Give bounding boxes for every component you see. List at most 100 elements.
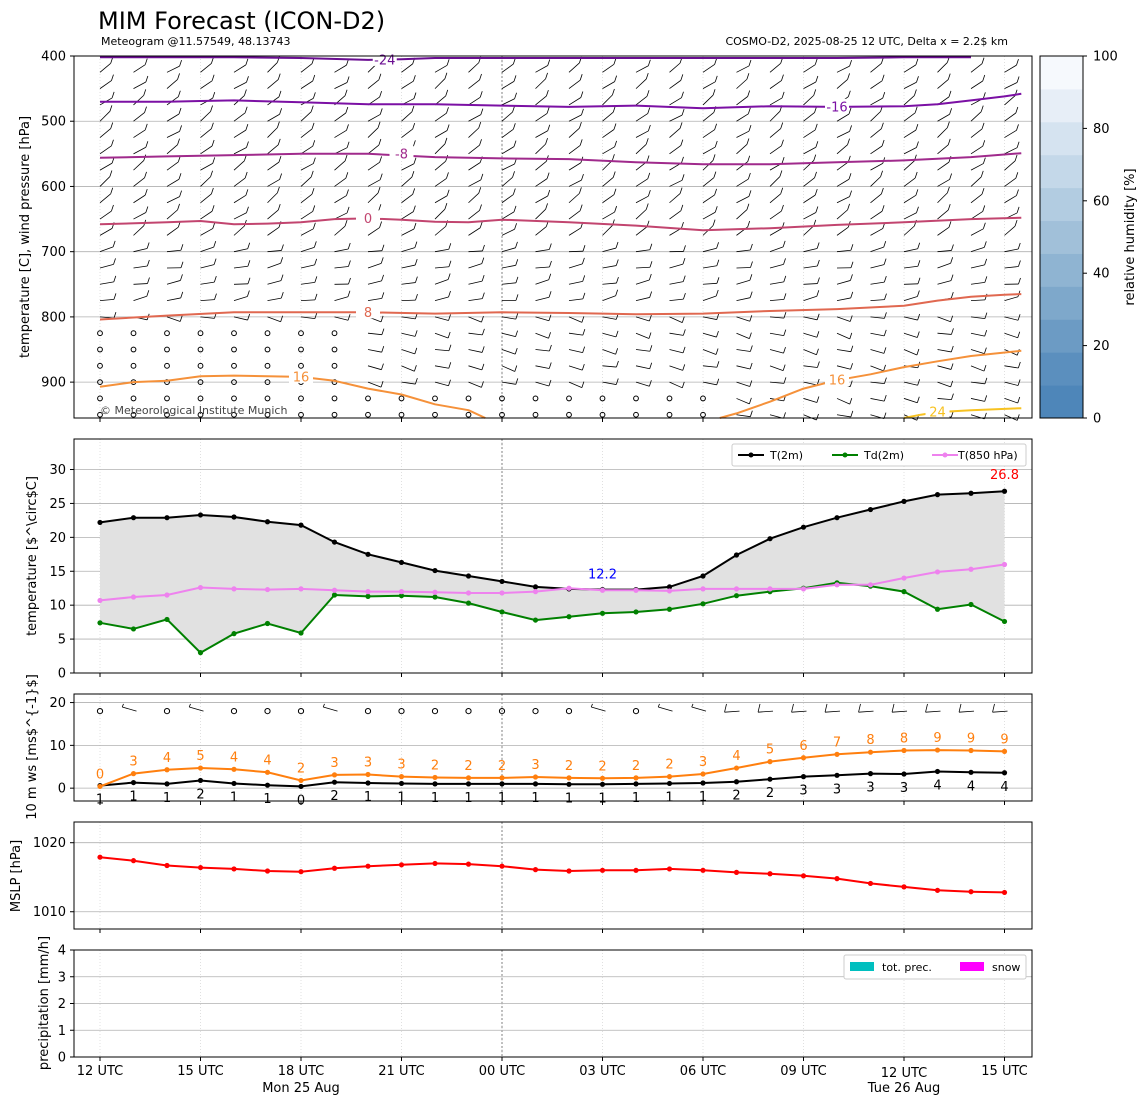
wind-barb-shaft — [903, 349, 918, 356]
wind-barb-shaft — [233, 160, 245, 171]
gust-label: 4 — [732, 749, 740, 764]
wind-barb-shaft — [568, 114, 582, 122]
wind-barb-flag — [916, 396, 920, 403]
wind-barb-flag — [814, 58, 818, 65]
wind-barb-shaft — [468, 179, 482, 187]
colorbar-step — [1040, 56, 1083, 90]
x-tick-label: 03 UTC — [579, 1064, 625, 1079]
wind-barb-shaft — [401, 163, 415, 171]
wind-barb-shaft — [970, 228, 984, 236]
wind-barb-flag — [381, 328, 385, 335]
wind-barb-flag — [950, 315, 954, 322]
wind-barb-flag — [783, 258, 786, 265]
wind-barb-shaft — [803, 316, 818, 321]
wind-barb-flag — [312, 222, 316, 229]
wind-barb-flag — [916, 331, 920, 338]
wind-barb-flag — [346, 124, 349, 131]
wind-barb-shaft — [602, 81, 615, 89]
wind-barb-shaft — [401, 316, 416, 320]
wind-barb-shaft — [602, 225, 613, 236]
wind-barb-shaft — [937, 62, 948, 73]
wind-series-point — [499, 781, 505, 787]
wind-barb-flag — [1016, 58, 1019, 66]
mean-wind-label: 4 — [933, 778, 941, 793]
wind-barb-shaft — [736, 297, 751, 301]
mslp-point — [666, 866, 673, 872]
wind-barb-flag — [916, 348, 920, 356]
wind-barb-shaft — [133, 146, 147, 155]
wind-barb-flag — [681, 91, 684, 98]
wind-barb-flag — [647, 190, 651, 197]
wind-barb-flag — [210, 170, 213, 177]
wind-barb-shaft — [367, 298, 382, 301]
wind-barb-shaft — [568, 298, 583, 301]
wind-barb-flag — [180, 244, 184, 251]
surface-wind-barb — [992, 710, 1008, 713]
wind-barb-flag — [613, 123, 617, 130]
wind-barb-shaft — [602, 365, 617, 368]
wind-barb-shaft — [836, 196, 850, 204]
wind-barb-shaft — [702, 81, 716, 89]
wind-barb-shaft — [468, 280, 483, 285]
gust-label: 9 — [967, 731, 975, 746]
calm-circle — [566, 395, 572, 402]
surface-calm-circle — [163, 708, 171, 715]
series-point — [231, 586, 237, 592]
wind-barb-flag — [850, 261, 854, 268]
wind-barb-shaft — [434, 349, 449, 352]
temperature-frame — [73, 438, 1033, 674]
wind-barb-shaft — [535, 113, 548, 122]
wind-barb-flag — [481, 275, 485, 282]
wind-barb-flag — [746, 138, 750, 145]
wind-barb-shaft — [870, 264, 885, 269]
wind-barb-shaft — [836, 144, 848, 155]
wind-barb-shaft — [803, 212, 817, 220]
wind-barb-flag — [579, 74, 583, 81]
y-tick-label: 1020 — [33, 836, 66, 851]
wind-barb-flag — [546, 172, 550, 179]
wind-barb-shaft — [803, 332, 818, 338]
isotherm-label: -24 — [374, 53, 395, 68]
wind-barb-flag — [917, 260, 921, 267]
wind-barb-flag — [110, 57, 114, 64]
series-point — [968, 490, 974, 496]
wind-barb-shaft — [233, 129, 247, 138]
wind-series-point — [700, 771, 706, 777]
wind-barb-shaft — [702, 349, 717, 355]
wind-barb-shaft — [836, 365, 851, 370]
wind-barb-shaft — [736, 96, 748, 106]
wind-barb-flag — [850, 291, 854, 299]
wind-barb-flag — [782, 364, 786, 371]
wind-barb-shaft — [267, 62, 278, 73]
wind-barb-flag — [612, 171, 616, 178]
isotherm-label: 16 — [293, 370, 310, 385]
wind-barb-flag — [816, 331, 820, 338]
wind-barb-flag — [680, 74, 684, 81]
mslp-point — [633, 867, 639, 873]
wind-barb-shaft — [468, 96, 481, 106]
calm-circle — [298, 346, 304, 353]
wind-barb-shaft — [836, 226, 849, 236]
wind-barb-flag — [712, 154, 716, 161]
wind-barb-shaft — [300, 264, 315, 269]
wind-series-point — [298, 783, 304, 790]
wind-barb-shaft — [903, 398, 918, 404]
series-point — [465, 590, 472, 596]
calm-circle — [231, 362, 237, 369]
calm-circle — [197, 330, 204, 337]
wind-barb-flag — [647, 59, 651, 66]
wind-barb-shaft — [501, 98, 515, 106]
mean-wind-label: 4 — [1000, 780, 1008, 795]
wind-barb-flag — [748, 190, 752, 197]
series-point — [1001, 618, 1008, 625]
wind-barb-flag — [277, 121, 280, 128]
series-point — [365, 589, 371, 595]
wind-barb-shaft — [635, 65, 649, 73]
wind-barb-shaft — [133, 177, 145, 187]
wind-barb-flag — [244, 106, 248, 113]
wind-barb-shaft — [1004, 147, 1018, 155]
humidity-colorbar — [1039, 55, 1084, 419]
wind-series-point — [164, 767, 170, 773]
wind-barb-shaft — [736, 196, 750, 204]
wind-barb-flag — [247, 313, 251, 321]
